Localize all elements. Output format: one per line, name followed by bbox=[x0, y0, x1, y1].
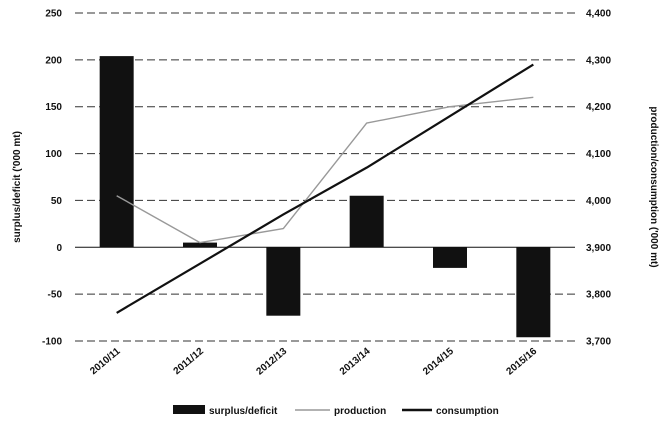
bar bbox=[183, 242, 217, 248]
legend-label-production: production bbox=[334, 406, 386, 417]
line-series bbox=[116, 63, 534, 314]
right-tick-label: 3,700 bbox=[586, 337, 611, 348]
left-tick-label: -50 bbox=[48, 290, 63, 301]
bar bbox=[266, 247, 301, 316]
bar bbox=[516, 247, 551, 338]
left-tick-label: 0 bbox=[56, 243, 62, 254]
left-tick-label: -100 bbox=[42, 337, 62, 348]
right-axis-ticks: 3,700 3,800 3,900 4,000 4,100 4,200 4,300 4,400 bbox=[586, 9, 611, 348]
legend-label-consumption: consumption bbox=[436, 406, 499, 417]
right-tick-label: 3,800 bbox=[586, 290, 611, 301]
right-tick-label: 4,200 bbox=[586, 102, 611, 113]
right-tick-label: 3,900 bbox=[586, 243, 611, 254]
right-tick-label: 4,300 bbox=[586, 55, 611, 66]
left-axis-title: surplus/deficit ('000 mt) bbox=[12, 131, 23, 243]
left-tick-label: 50 bbox=[51, 196, 63, 207]
left-tick-label: 100 bbox=[45, 149, 62, 160]
legend: surplus/deficit production consumption bbox=[173, 405, 499, 417]
right-tick-label: 4,000 bbox=[586, 196, 611, 207]
x-axis-ticks: 2010/11 2011/12 2012/13 2013/14 2014/15 2015/… bbox=[88, 346, 539, 378]
x-tick-label: 2012/13 bbox=[254, 346, 289, 378]
left-tick-label: 200 bbox=[45, 55, 62, 66]
gridlines bbox=[75, 12, 575, 342]
legend-label-surplus-deficit: surplus/deficit bbox=[209, 406, 278, 417]
bar-series bbox=[99, 56, 551, 338]
x-tick-label: 2015/16 bbox=[504, 346, 539, 378]
legend-swatch-surplus-deficit bbox=[173, 405, 205, 414]
x-tick-label: 2013/14 bbox=[338, 346, 373, 378]
right-tick-label: 4,400 bbox=[586, 9, 611, 20]
left-axis-ticks: -100 -50 0 50 100 150 200 250 bbox=[42, 9, 62, 348]
right-tick-label: 4,100 bbox=[586, 149, 611, 160]
series-line-production bbox=[116, 96, 534, 244]
bar bbox=[349, 195, 384, 248]
x-tick-label: 2010/11 bbox=[88, 346, 123, 378]
bar bbox=[433, 247, 467, 268]
right-axis-title: production/consumption ('000 mt) bbox=[648, 106, 659, 267]
x-tick-label: 2011/12 bbox=[172, 346, 207, 378]
series-line-consumption bbox=[116, 63, 534, 314]
x-tick-label: 2014/15 bbox=[421, 346, 456, 378]
left-tick-label: 150 bbox=[45, 102, 62, 113]
left-tick-label: 250 bbox=[45, 9, 62, 20]
bar bbox=[99, 56, 134, 248]
